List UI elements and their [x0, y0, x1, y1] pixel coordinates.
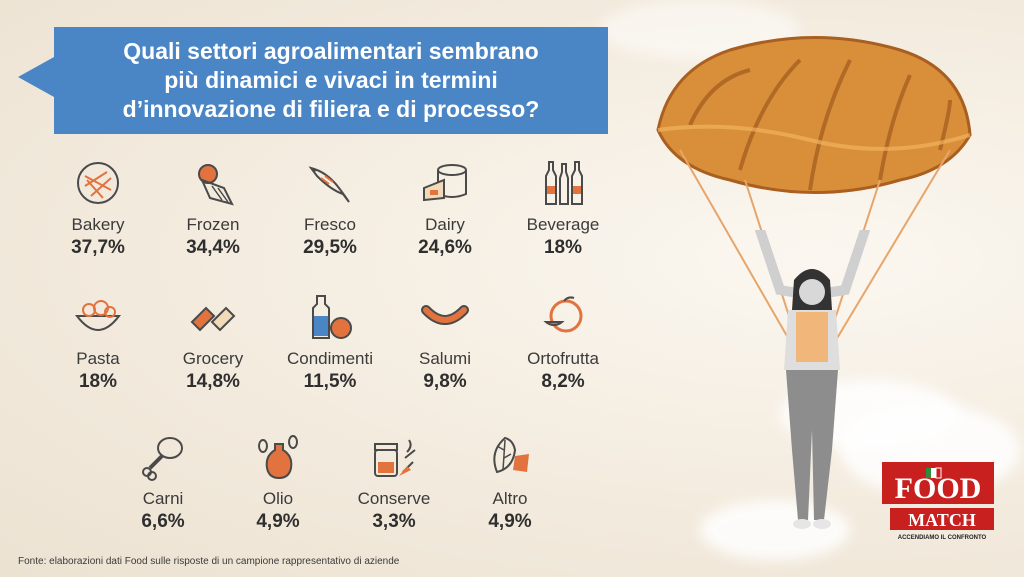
stat-grocery: Grocery 14,8%	[158, 292, 268, 394]
sausage-icon	[421, 305, 469, 325]
stat-beverage: Beverage 18%	[508, 158, 618, 260]
source-note: Fonte: elaborazioni dati Food sulle risp…	[18, 556, 400, 567]
sector-label: Pasta	[76, 349, 120, 368]
sector-label: Beverage	[526, 215, 600, 234]
stat-salumi: Salumi 9,8%	[390, 292, 500, 394]
stat-carni: Carni 6,6%	[108, 432, 218, 534]
fish-icon	[308, 166, 350, 203]
sector-label: Conserve	[357, 489, 431, 508]
sector-value: 37,7%	[71, 237, 125, 258]
stat-altro: Altro 4,9%	[455, 432, 565, 534]
stat-pasta: Pasta 18%	[43, 292, 153, 394]
sector-value: 18%	[78, 371, 118, 392]
sector-value: 24,6%	[418, 237, 472, 258]
sector-value: 6,6%	[141, 511, 185, 532]
sector-label: Grocery	[182, 349, 244, 368]
food-match-logo-graphic: FOOD MATCH ACCENDIAMO IL CONFRONTO	[882, 462, 994, 541]
bottles-icon	[545, 161, 583, 205]
sector-label: Salumi	[419, 349, 471, 368]
stat-olio: Olio 4,9%	[223, 432, 333, 534]
sector-label: Dairy	[425, 215, 465, 234]
question-title: Quali settori agroalimentari sembrano pi…	[122, 38, 540, 122]
stat-conserve: Conserve 3,3%	[339, 432, 449, 534]
condiment-icon	[312, 295, 352, 339]
ice-cream-icon	[198, 164, 234, 206]
sector-label: Condimenti	[287, 349, 373, 368]
jar-icon	[374, 439, 416, 477]
croissant-parachute-illustration	[656, 36, 972, 351]
logo-tagline: ACCENDIAMO IL CONFRONTO	[898, 535, 987, 541]
question-banner: Quali settori agroalimentari sembrano pi…	[18, 27, 608, 134]
pasta-bowl-icon	[74, 300, 122, 331]
bread-icon	[77, 162, 119, 204]
food-match-logo: FOOD MATCH ACCENDIAMO IL CONFRONTO	[880, 460, 998, 542]
stat-fresco: Fresco 29,5%	[275, 158, 385, 260]
stat-condimenti: Condimenti 11,5%	[275, 292, 385, 394]
sector-value: 34,4%	[186, 237, 240, 258]
leaf-icon	[493, 436, 529, 474]
stat-ortofrutta: Ortofrutta 8,2%	[508, 292, 618, 394]
stat-bakery: Bakery 37,7%	[43, 158, 153, 260]
fruit-icon	[543, 296, 583, 333]
sector-label: Frozen	[186, 215, 240, 234]
sector-label: Bakery	[71, 215, 125, 234]
sector-label: Carni	[142, 489, 184, 508]
stat-dairy: Dairy 24,6%	[390, 158, 500, 260]
sector-label: Fresco	[304, 215, 356, 234]
cheese-icon	[423, 164, 467, 202]
sector-value: 4,9%	[256, 511, 300, 532]
sector-value: 18%	[543, 237, 583, 258]
sector-value: 8,2%	[541, 371, 585, 392]
sector-value: 3,3%	[372, 511, 416, 532]
olive-oil-icon	[258, 435, 298, 480]
sector-label: Olio	[262, 489, 294, 508]
sector-value: 29,5%	[303, 237, 357, 258]
drumstick-icon	[142, 437, 183, 481]
logo-food-text: FOOD	[895, 472, 982, 505]
sector-value: 4,9%	[488, 511, 532, 532]
snack-bars-icon	[190, 306, 236, 332]
stat-frozen: Frozen 34,4%	[158, 158, 268, 260]
sector-value: 11,5%	[303, 371, 357, 392]
sector-value: 9,8%	[423, 371, 467, 392]
girl-figure-illustration	[755, 230, 870, 529]
sector-value: 14,8%	[186, 371, 240, 392]
logo-match-text: MATCH	[908, 510, 976, 530]
sector-label: Altro	[492, 489, 528, 508]
sector-label: Ortofrutta	[527, 349, 599, 368]
